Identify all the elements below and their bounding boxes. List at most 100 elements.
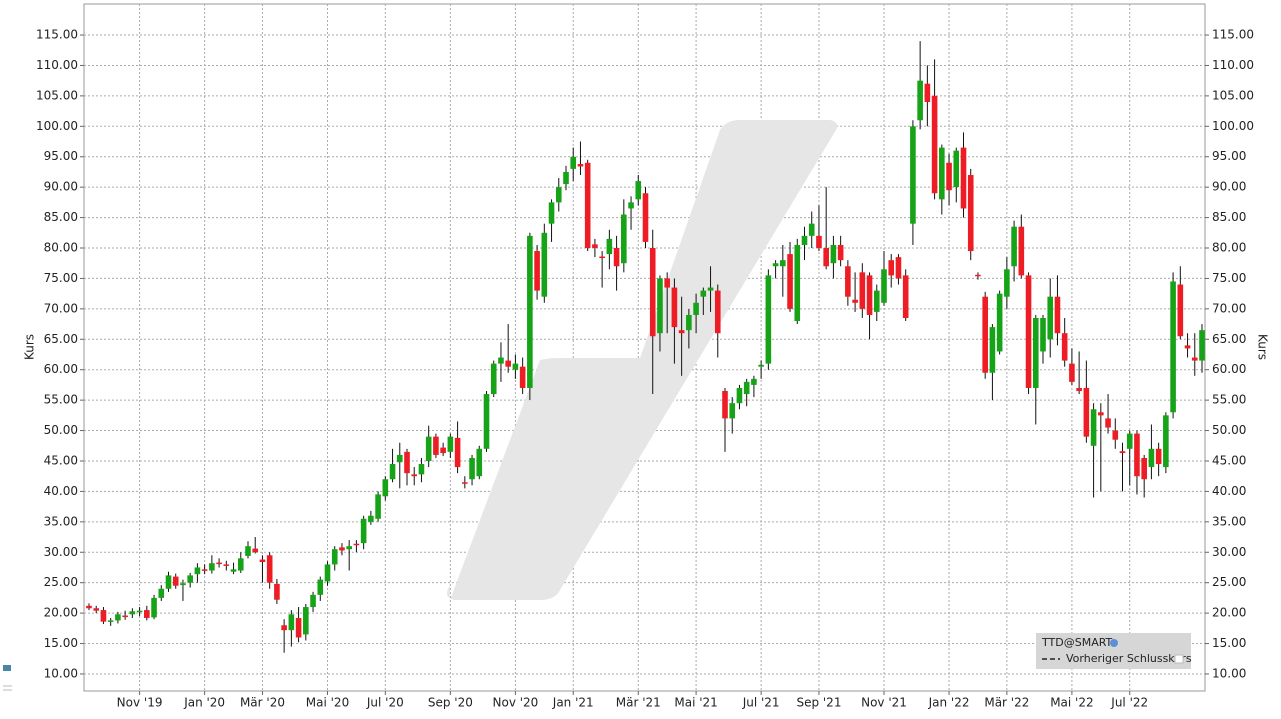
candle-body	[324, 564, 331, 582]
candle-body	[808, 223, 815, 236]
candle-body	[93, 608, 100, 611]
candle-body	[469, 457, 475, 480]
candle-body	[368, 515, 374, 522]
candle-body	[664, 278, 670, 288]
y2-tick-label: 100.00	[1212, 119, 1254, 133]
candle-body	[411, 474, 418, 477]
candle-body	[758, 364, 764, 367]
candle-body	[570, 156, 577, 169]
candle-body	[382, 479, 389, 497]
candle-body	[1025, 275, 1032, 388]
candle-body	[693, 302, 699, 315]
candle-body	[989, 327, 996, 373]
corner-icon	[3, 665, 12, 691]
candle-body	[440, 447, 446, 454]
candle-body	[801, 235, 808, 245]
candle-body	[816, 235, 822, 249]
x-tick-label: Sep '21	[796, 696, 841, 710]
y-axis-label: Kurs	[23, 334, 37, 360]
candle-body	[245, 546, 251, 556]
y2-tick-label: 80.00	[1212, 241, 1246, 255]
candle-body	[259, 559, 266, 562]
candle-body	[209, 563, 215, 571]
candle-body	[772, 263, 779, 267]
x-tick-label: Nov '21	[861, 696, 907, 710]
candle-body	[1083, 387, 1090, 437]
x-tick-label: Mär '20	[240, 696, 285, 710]
candle-body	[910, 126, 916, 224]
y-tick-label: 50.00	[44, 423, 78, 437]
candle-body	[780, 260, 786, 267]
candle-body	[881, 269, 887, 303]
x-tick-label: Jan '21	[552, 696, 594, 710]
candle-body	[100, 610, 107, 622]
candle-body	[115, 614, 121, 621]
candle-body	[165, 575, 172, 589]
legend-checkbox[interactable]	[1174, 654, 1184, 664]
watermark	[446, 120, 838, 600]
candle-body	[158, 588, 165, 598]
candle-body	[671, 287, 678, 328]
candle-body	[794, 244, 801, 322]
candle-body	[1112, 430, 1119, 440]
candle-body	[396, 454, 403, 463]
candle-body	[1032, 317, 1039, 388]
candle-body	[476, 448, 483, 477]
y-tick-label: 105.00	[36, 88, 78, 102]
y-tick-label: 95.00	[44, 149, 78, 163]
candle-body	[317, 579, 324, 595]
y2-tick-label: 25.00	[1212, 575, 1246, 589]
candle-body	[606, 238, 613, 255]
x-tick-label: Nov '20	[493, 696, 539, 710]
x-tick-label: Nov '19	[117, 696, 163, 710]
candle-body	[136, 610, 143, 613]
y-tick-label: 60.00	[44, 362, 78, 376]
candle-body	[1155, 448, 1162, 465]
y-tick-label: 40.00	[44, 484, 78, 498]
candle-body	[953, 150, 960, 188]
candle-body	[230, 569, 237, 572]
candle-body	[946, 162, 952, 191]
candle-body	[1040, 317, 1046, 352]
legend-icon	[1110, 639, 1118, 647]
y2-tick-label: 15.00	[1212, 636, 1246, 650]
candle-body	[360, 518, 367, 544]
candle-body	[714, 290, 721, 334]
candle-body	[172, 576, 179, 586]
y-tick-label: 20.00	[44, 606, 78, 620]
candle-body	[577, 164, 584, 167]
candle-body	[1170, 281, 1176, 413]
candle-body	[649, 248, 656, 337]
candle-body	[700, 290, 707, 297]
candle-body	[151, 597, 157, 618]
candle-body	[1163, 415, 1169, 468]
candle-body	[621, 214, 627, 264]
candle-body	[678, 330, 685, 334]
x-tick-label: Jul '21	[742, 696, 780, 710]
candle-body	[866, 275, 873, 315]
y2-tick-label: 10.00	[1212, 666, 1246, 680]
candle-body	[939, 147, 945, 200]
candle-body	[527, 235, 533, 388]
candle-body	[418, 464, 425, 475]
legend: TTD@SMART Vorheriger Schlusskurs	[1036, 633, 1192, 669]
candle-body	[931, 95, 938, 194]
candle-body	[447, 436, 454, 452]
y-tick-label: 15.00	[44, 636, 78, 650]
y2-tick-label: 85.00	[1212, 210, 1246, 224]
candle-body	[859, 272, 866, 309]
candle-body	[1148, 448, 1155, 468]
y2-tick-label: 45.00	[1212, 453, 1246, 467]
candle-body	[592, 244, 598, 249]
y2-tick-label: 40.00	[1212, 484, 1246, 498]
candle-body	[483, 394, 490, 449]
candle-body	[845, 266, 851, 297]
candle-body	[425, 436, 432, 461]
candle-body	[144, 610, 150, 618]
candle-body	[917, 80, 923, 121]
candle-body	[266, 555, 273, 583]
candle-body	[404, 451, 410, 474]
candle-body	[252, 548, 259, 553]
candle-body	[722, 391, 728, 419]
candle-body	[281, 625, 287, 631]
